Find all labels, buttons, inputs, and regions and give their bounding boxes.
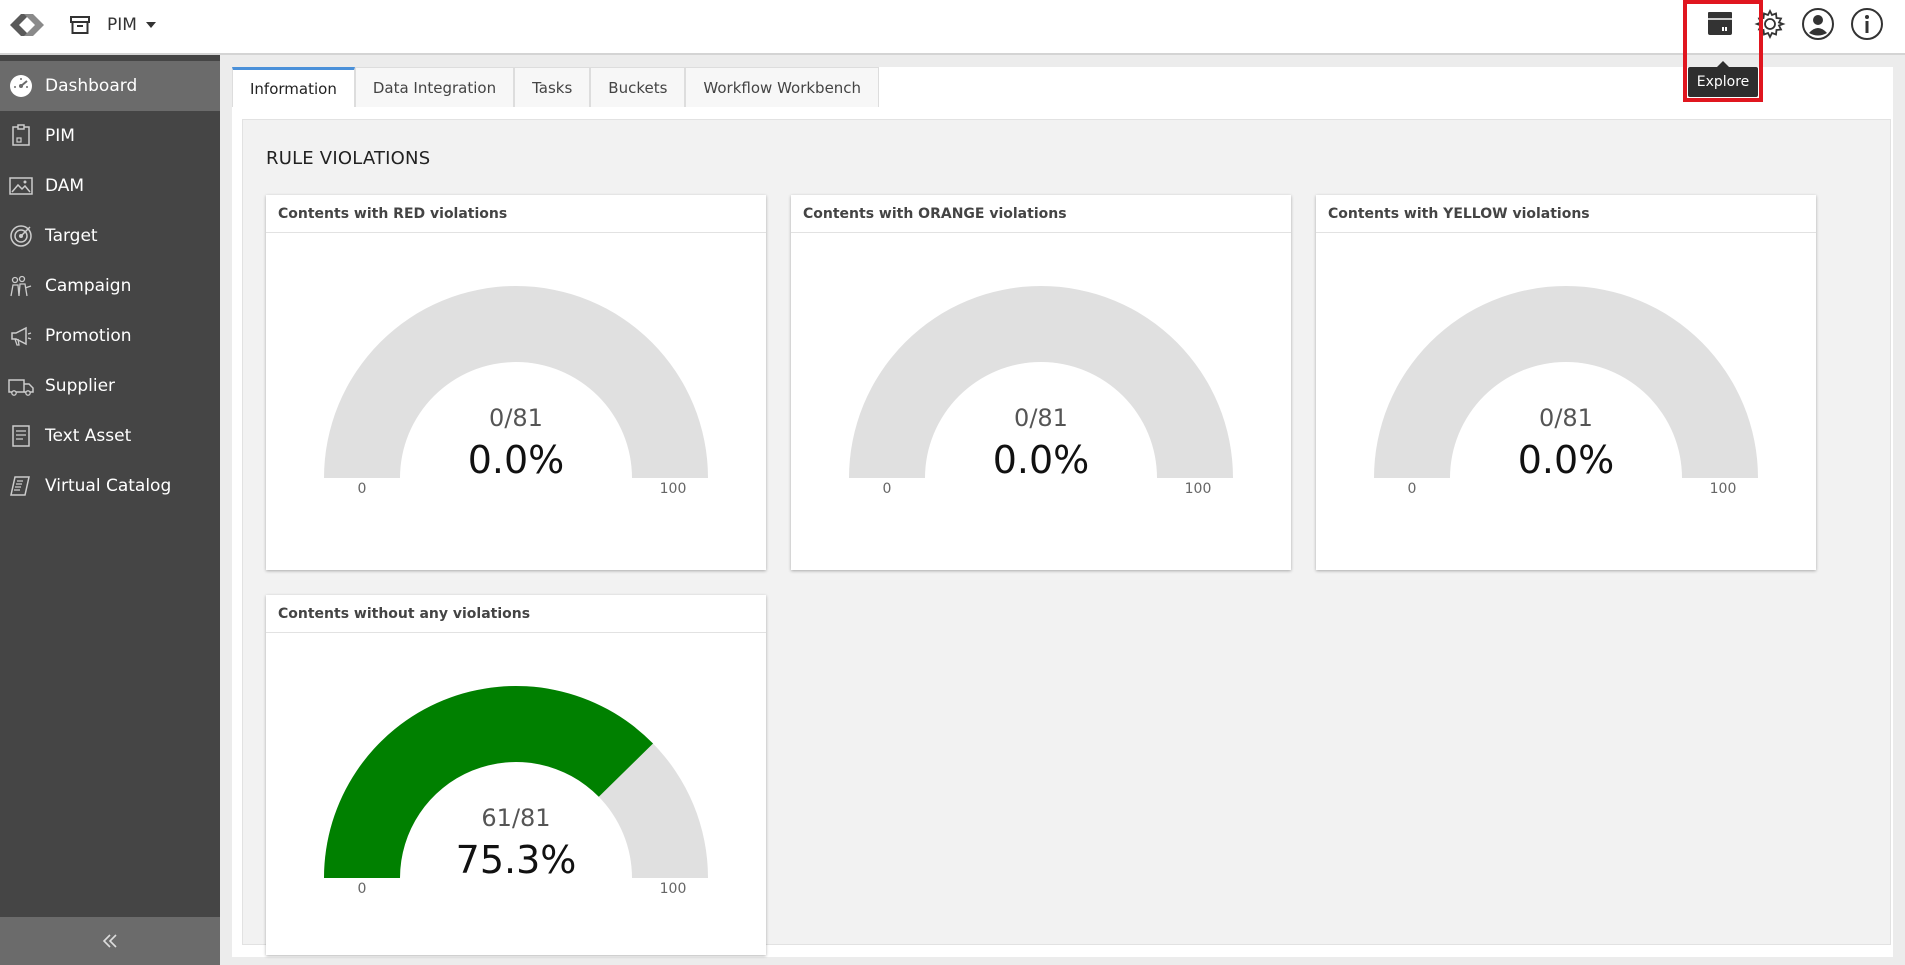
user-icon[interactable] xyxy=(1800,6,1836,42)
sidebar-item-label: Text Asset xyxy=(45,426,132,446)
gauge-percent: 0.0% xyxy=(468,438,565,482)
gauge-percent: 0.0% xyxy=(993,438,1090,482)
sidebar-item-label: DAM xyxy=(45,176,85,196)
sidebar: Dashboard PIM DAM Target Campaign Promot… xyxy=(0,55,220,965)
sidebar-item-dam[interactable]: DAM xyxy=(0,161,220,211)
gauge-min-label: 0 xyxy=(358,481,367,497)
gauge-count: 61/81 xyxy=(481,804,550,832)
gauge-chart: 61/81 75.3% 0 100 xyxy=(266,633,766,903)
gauge-max-label: 100 xyxy=(1185,481,1212,497)
gauge-chart: 0/81 0.0% 0 100 xyxy=(791,233,1291,503)
gauge-percent: 75.3% xyxy=(456,838,577,882)
sidebar-item-virtual-catalog[interactable]: Virtual Catalog xyxy=(0,461,220,511)
gear-icon[interactable] xyxy=(1752,6,1788,42)
sidebar-item-target[interactable]: Target xyxy=(0,211,220,261)
sidebar-item-text-asset[interactable]: Text Asset xyxy=(0,411,220,461)
gauge-max-label: 100 xyxy=(1710,481,1737,497)
sidebar-item-label: Virtual Catalog xyxy=(45,476,172,496)
sidebar-item-label: Campaign xyxy=(45,276,132,296)
sidebar-item-label: Dashboard xyxy=(45,76,138,96)
gauge-track xyxy=(1374,286,1758,478)
sidebar-item-pim[interactable]: PIM xyxy=(0,111,220,161)
tab-data-integration[interactable]: Data Integration xyxy=(354,67,515,107)
target-icon xyxy=(8,223,34,249)
gauge-card-no-violations: Contents without any violations 61/81 75.… xyxy=(266,595,766,955)
gauge-chart: 0/81 0.0% 0 100 xyxy=(266,233,766,503)
section-title: RULE VIOLATIONS xyxy=(266,148,431,169)
tab-buckets[interactable]: Buckets xyxy=(590,67,686,107)
caret-down-icon xyxy=(145,21,157,29)
gauge-min-label: 0 xyxy=(358,881,367,897)
dashboard-content: RULE VIOLATIONS Contents with RED violat… xyxy=(242,119,1891,955)
sidebar-item-promotion[interactable]: Promotion xyxy=(0,311,220,361)
gauge-track xyxy=(324,286,708,478)
gauge-svg: 0/81 0.0% 0 100 xyxy=(1374,286,1758,497)
gauge-chart: 0/81 0.0% 0 100 xyxy=(1316,233,1816,503)
sidebar-item-label: Promotion xyxy=(45,326,132,346)
dashboard-icon xyxy=(8,73,34,99)
gauge-count: 0/81 xyxy=(489,404,543,432)
campaign-icon xyxy=(8,273,34,299)
explore-icon[interactable] xyxy=(1702,6,1738,42)
gauge-percent: 0.0% xyxy=(1518,438,1615,482)
double-chevron-left-icon xyxy=(101,933,119,949)
sidebar-collapse-button[interactable] xyxy=(0,917,220,965)
main-area: Information Data Integration Tasks Bucke… xyxy=(220,55,1905,965)
supplier-icon xyxy=(8,373,34,399)
gauge-max-label: 100 xyxy=(660,881,687,897)
gauge-fill xyxy=(324,686,654,878)
gauge-svg: 0/81 0.0% 0 100 xyxy=(849,286,1233,497)
sidebar-item-campaign[interactable]: Campaign xyxy=(0,261,220,311)
pim-icon xyxy=(8,123,34,149)
gauge-svg: 0/81 0.0% 0 100 xyxy=(324,286,708,497)
module-selector[interactable]: PIM xyxy=(69,12,157,38)
app-logo-icon[interactable] xyxy=(4,4,50,46)
gauge-min-label: 0 xyxy=(1408,481,1417,497)
gauge-min-label: 0 xyxy=(883,481,892,497)
module-label: PIM xyxy=(107,15,137,35)
gauge-card-red: Contents with RED violations 0/81 0.0% 0 10… xyxy=(266,195,766,570)
promotion-icon xyxy=(8,323,34,349)
tab-bar: Information Data Integration Tasks Bucke… xyxy=(232,67,880,107)
gauge-card-title: Contents with YELLOW violations xyxy=(1316,195,1816,233)
text-asset-icon xyxy=(8,423,34,449)
sidebar-item-label: PIM xyxy=(45,126,75,146)
explore-tooltip: Explore xyxy=(1688,61,1758,97)
top-bar: PIM xyxy=(0,0,1905,55)
gauge-card-title: Contents with RED violations xyxy=(266,195,766,233)
virtual-catalog-icon xyxy=(8,473,34,499)
archive-box-icon xyxy=(69,14,91,36)
gauge-card-yellow: Contents with YELLOW violations 0/81 0.0%… xyxy=(1316,195,1816,570)
gauge-count: 0/81 xyxy=(1014,404,1068,432)
tab-information[interactable]: Information xyxy=(232,67,355,107)
sidebar-item-label: Supplier xyxy=(45,376,116,396)
gauge-max-label: 100 xyxy=(660,481,687,497)
info-icon[interactable] xyxy=(1849,6,1885,42)
gauge-count: 0/81 xyxy=(1539,404,1593,432)
main-panel: Information Data Integration Tasks Bucke… xyxy=(232,67,1893,957)
sidebar-item-dashboard[interactable]: Dashboard xyxy=(0,61,220,111)
dam-icon xyxy=(8,173,34,199)
tab-workflow-workbench[interactable]: Workflow Workbench xyxy=(685,67,880,107)
gauge-card-title: Contents without any violations xyxy=(266,595,766,633)
gauge-card-title: Contents with ORANGE violations xyxy=(791,195,1291,233)
gauge-card-orange: Contents with ORANGE violations 0/81 0.0%… xyxy=(791,195,1291,570)
sidebar-item-supplier[interactable]: Supplier xyxy=(0,361,220,411)
tab-tasks[interactable]: Tasks xyxy=(514,67,591,107)
sidebar-item-label: Target xyxy=(45,226,98,246)
gauge-svg: 61/81 75.3% 0 100 xyxy=(324,686,708,897)
gauge-track xyxy=(849,286,1233,478)
